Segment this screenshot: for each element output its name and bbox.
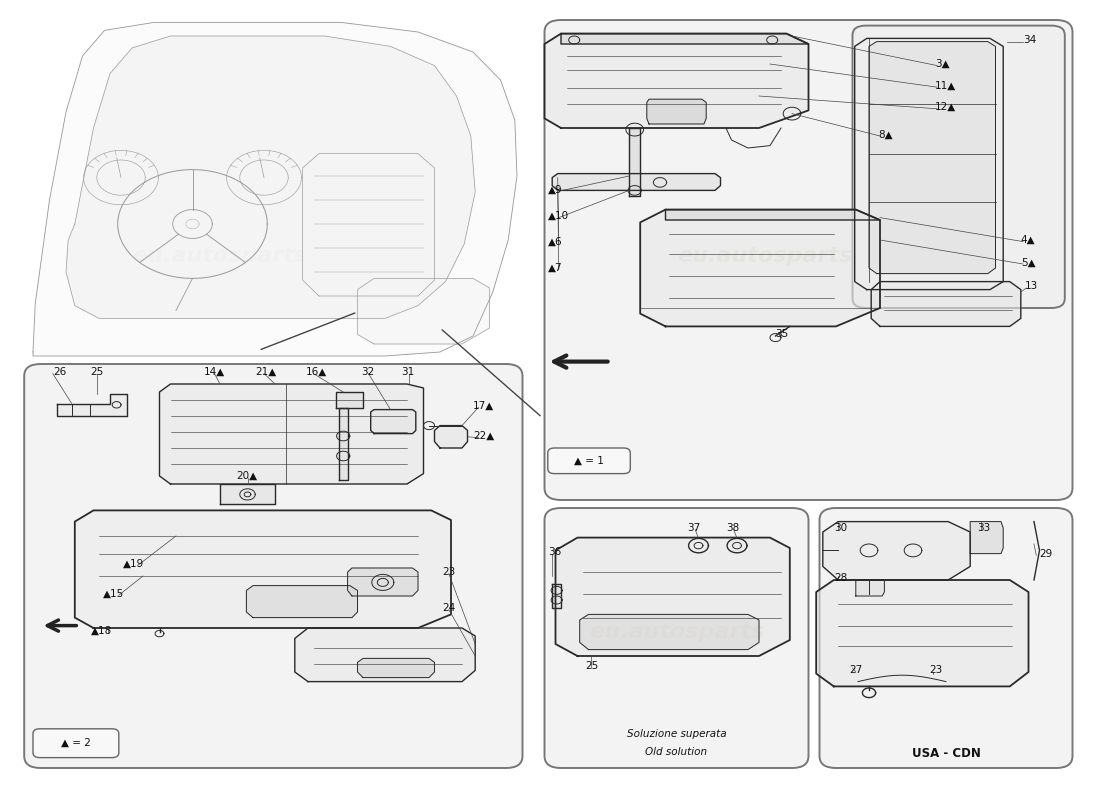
FancyBboxPatch shape xyxy=(548,448,630,474)
Polygon shape xyxy=(666,210,880,220)
Text: 29: 29 xyxy=(1040,549,1053,558)
Polygon shape xyxy=(970,522,1003,554)
Polygon shape xyxy=(552,174,721,190)
Polygon shape xyxy=(561,34,808,44)
Polygon shape xyxy=(358,278,490,344)
Text: eu.autosparts: eu.autosparts xyxy=(676,246,852,266)
Polygon shape xyxy=(295,628,475,682)
Text: eu.autosparts: eu.autosparts xyxy=(132,246,308,266)
Polygon shape xyxy=(339,408,348,480)
Polygon shape xyxy=(856,580,884,596)
Text: 38: 38 xyxy=(726,523,739,533)
Polygon shape xyxy=(371,410,416,434)
Polygon shape xyxy=(302,154,434,296)
Polygon shape xyxy=(816,580,1028,686)
Text: 37: 37 xyxy=(688,523,701,533)
Text: USA - CDN: USA - CDN xyxy=(912,747,980,760)
Text: ▲9: ▲9 xyxy=(548,185,562,194)
FancyBboxPatch shape xyxy=(820,508,1072,768)
Polygon shape xyxy=(434,426,468,448)
Text: 12▲: 12▲ xyxy=(935,102,956,112)
Text: 16▲: 16▲ xyxy=(306,367,327,377)
Polygon shape xyxy=(246,586,358,618)
Polygon shape xyxy=(647,99,706,124)
Polygon shape xyxy=(66,36,475,318)
Polygon shape xyxy=(871,282,1021,326)
Text: Old solution: Old solution xyxy=(646,747,707,757)
Text: 28: 28 xyxy=(834,573,847,582)
FancyBboxPatch shape xyxy=(852,26,1065,308)
Text: 32: 32 xyxy=(361,367,374,377)
Polygon shape xyxy=(552,584,561,608)
Text: 30: 30 xyxy=(834,523,847,533)
Polygon shape xyxy=(544,34,808,128)
Text: 11▲: 11▲ xyxy=(935,81,956,90)
Polygon shape xyxy=(33,22,517,356)
Text: 13: 13 xyxy=(1025,282,1038,291)
Polygon shape xyxy=(336,392,363,408)
Text: 22▲: 22▲ xyxy=(473,431,494,441)
Text: 5▲: 5▲ xyxy=(1021,258,1035,267)
Polygon shape xyxy=(57,394,126,416)
Text: 8▲: 8▲ xyxy=(878,130,892,139)
Text: 3▲: 3▲ xyxy=(935,59,949,69)
Polygon shape xyxy=(358,658,434,678)
Polygon shape xyxy=(823,522,970,580)
Text: ▲ = 2: ▲ = 2 xyxy=(60,738,91,748)
Text: ▲18: ▲18 xyxy=(91,626,112,635)
Text: ▲19: ▲19 xyxy=(123,559,144,569)
Text: 33: 33 xyxy=(977,523,990,533)
Text: Soluzione superata: Soluzione superata xyxy=(627,730,726,739)
Polygon shape xyxy=(75,510,451,628)
Text: 4▲: 4▲ xyxy=(1021,235,1035,245)
Polygon shape xyxy=(220,484,275,504)
Text: eu.autosparts: eu.autosparts xyxy=(588,622,764,642)
Text: 25: 25 xyxy=(90,367,103,377)
FancyBboxPatch shape xyxy=(544,508,808,768)
Text: 24: 24 xyxy=(442,603,455,613)
FancyBboxPatch shape xyxy=(33,729,119,758)
FancyBboxPatch shape xyxy=(544,20,1072,500)
Polygon shape xyxy=(160,384,424,484)
Text: 17▲: 17▲ xyxy=(473,401,494,410)
Text: 21▲: 21▲ xyxy=(255,367,276,377)
Polygon shape xyxy=(869,42,996,274)
Text: 14▲: 14▲ xyxy=(204,367,224,377)
Text: ▲6: ▲6 xyxy=(548,237,562,246)
Polygon shape xyxy=(556,538,790,656)
Text: 27: 27 xyxy=(849,666,862,675)
Text: ▲10: ▲10 xyxy=(548,211,569,221)
Polygon shape xyxy=(629,128,640,196)
FancyBboxPatch shape xyxy=(24,364,522,768)
Polygon shape xyxy=(640,210,880,326)
Text: 35: 35 xyxy=(776,330,789,339)
Text: ▲15: ▲15 xyxy=(103,589,124,598)
Polygon shape xyxy=(855,38,1003,290)
Text: 23: 23 xyxy=(442,567,455,577)
Text: ▲7: ▲7 xyxy=(548,263,562,273)
Text: 36: 36 xyxy=(548,547,561,557)
Text: 31: 31 xyxy=(402,367,415,377)
Text: 25: 25 xyxy=(585,661,598,670)
Text: 23: 23 xyxy=(930,666,943,675)
Polygon shape xyxy=(348,568,418,596)
Text: 34: 34 xyxy=(1023,35,1036,45)
Text: 26: 26 xyxy=(53,367,66,377)
Text: ▲ = 1: ▲ = 1 xyxy=(573,456,604,466)
Text: 20▲: 20▲ xyxy=(236,471,257,481)
Polygon shape xyxy=(580,614,759,650)
